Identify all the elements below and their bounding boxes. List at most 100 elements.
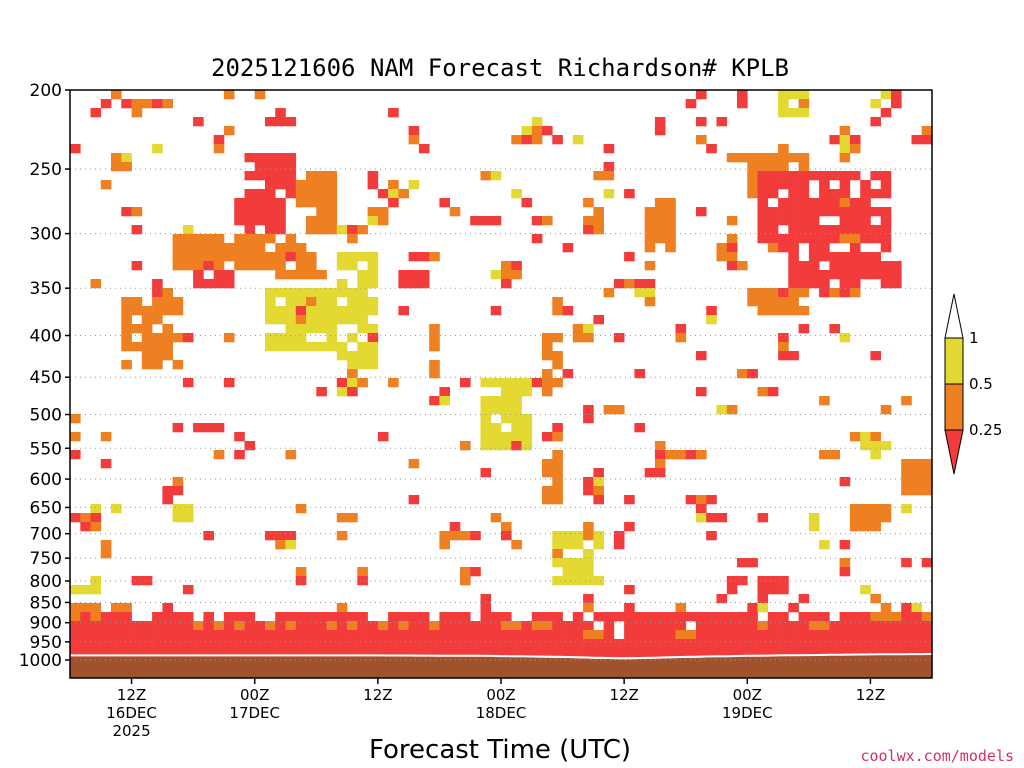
heatmap-cell: [819, 612, 830, 622]
heatmap-cell: [747, 639, 758, 649]
heatmap-cell: [306, 342, 317, 352]
credit-text[interactable]: coolwx.com/models: [860, 747, 1014, 765]
heatmap-cell: [644, 630, 656, 640]
heatmap-cell: [767, 189, 779, 199]
heatmap-cell: [665, 639, 676, 649]
heatmap-cell: [162, 486, 173, 496]
heatmap-cell: [583, 549, 594, 559]
heatmap-cell: [880, 207, 892, 217]
heatmap-cell: [172, 297, 184, 307]
heatmap-cell: [880, 234, 892, 244]
x-tick-label: 12Z: [609, 686, 638, 704]
heatmap-cell: [265, 216, 276, 226]
heatmap-cell: [152, 306, 163, 316]
heatmap-cell: [213, 243, 225, 253]
heatmap-cell: [552, 648, 563, 658]
heatmap-cell: [593, 207, 604, 217]
heatmap-cell: [131, 297, 143, 307]
heatmap-cell: [767, 234, 779, 244]
heatmap-cell: [152, 648, 163, 658]
heatmap-cell: [593, 495, 604, 505]
heatmap-cell: [182, 630, 194, 640]
heatmap-cell: [182, 225, 194, 235]
heatmap-cell: [839, 288, 851, 298]
heatmap-cell: [70, 585, 81, 595]
heatmap-cell: [829, 648, 840, 658]
heatmap-cell: [757, 198, 769, 208]
heatmap-cell: [90, 504, 102, 514]
heatmap-cell: [265, 234, 276, 244]
heatmap-cell: [285, 162, 297, 172]
heatmap-cell: [921, 621, 933, 631]
heatmap-cell: [449, 522, 461, 532]
heatmap-cell: [716, 639, 728, 649]
heatmap-cell: [819, 180, 830, 190]
heatmap-cell: [757, 288, 769, 298]
heatmap-cell: [767, 162, 779, 172]
heatmap-cell: [860, 189, 871, 199]
heatmap-cell: [901, 468, 912, 478]
heatmap-cell: [593, 225, 604, 235]
heatmap-cell: [213, 639, 225, 649]
heatmap-cell: [336, 531, 348, 541]
heatmap-cell: [911, 477, 923, 487]
heatmap-cell: [90, 612, 102, 622]
heatmap-cell: [788, 90, 799, 100]
heatmap-cell: [480, 396, 492, 406]
heatmap-cell: [839, 540, 851, 550]
heatmap-cell: [675, 324, 687, 334]
heatmap-cell: [70, 621, 81, 631]
heatmap-cell: [921, 135, 933, 145]
heatmap-cell: [285, 531, 297, 541]
heatmap-cell: [316, 180, 327, 190]
heatmap-cell: [172, 630, 184, 640]
heatmap-cell: [583, 324, 594, 334]
heatmap-cell: [182, 639, 194, 649]
heatmap-cell: [326, 621, 338, 631]
heatmap-cell: [244, 261, 256, 271]
heatmap-cell: [696, 639, 707, 649]
heatmap-cell: [511, 621, 522, 631]
heatmap-cell: [223, 279, 235, 289]
heatmap-cell: [306, 270, 317, 280]
heatmap-cell: [798, 306, 810, 316]
heatmap-cell: [306, 180, 317, 190]
heatmap-cell: [336, 351, 348, 361]
heatmap-cell: [377, 432, 389, 442]
heatmap-cell: [891, 90, 902, 100]
heatmap-cell: [891, 630, 902, 640]
heatmap-cell: [901, 486, 912, 496]
heatmap-cell: [778, 234, 789, 244]
heatmap-cell: [295, 567, 307, 577]
heatmap-cell: [778, 576, 789, 586]
heatmap-cell: [265, 198, 276, 208]
heatmap-cell: [295, 342, 307, 352]
heatmap-cell: [162, 306, 173, 316]
heatmap-cell: [552, 477, 563, 487]
heatmap-cell: [213, 270, 225, 280]
heatmap-cell: [880, 639, 892, 649]
heatmap-cell: [849, 513, 861, 523]
heatmap-cell: [131, 261, 143, 271]
heatmap-cell: [696, 387, 707, 397]
heatmap-cell: [90, 279, 102, 289]
heatmap-cell: [552, 333, 563, 343]
heatmap-cell: [747, 369, 758, 379]
heatmap-cell: [562, 567, 574, 577]
heatmap-cell: [562, 540, 574, 550]
heatmap-cell: [223, 243, 235, 253]
heatmap-cell: [747, 621, 758, 631]
heatmap-cell: [100, 99, 112, 109]
heatmap-cell: [254, 621, 266, 631]
x-tick-label: 19DEC: [722, 704, 773, 722]
heatmap-cell: [747, 603, 758, 613]
heatmap-cell: [152, 288, 163, 298]
heatmap-cell: [880, 270, 892, 280]
heatmap-cell: [531, 639, 543, 649]
heatmap-cell: [767, 306, 779, 316]
heatmap-cell: [572, 540, 584, 550]
heatmap-cell: [265, 333, 276, 343]
heatmap-cell: [295, 324, 307, 334]
heatmap-cell: [182, 513, 194, 523]
heatmap-cell: [408, 135, 420, 145]
